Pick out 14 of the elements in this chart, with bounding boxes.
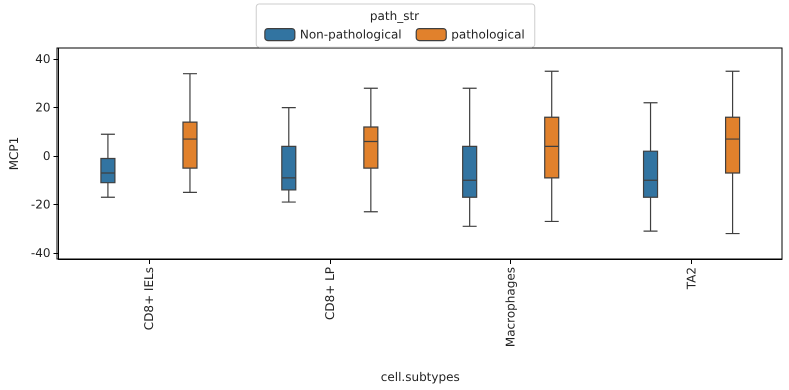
legend-title: path_str: [370, 9, 420, 23]
x-tick-label: TA2: [684, 267, 699, 290]
y-tick-label: -20: [30, 197, 50, 212]
y-tick-label: 0: [42, 149, 50, 164]
y-tick-label: 40: [35, 52, 50, 66]
legend-label: pathological: [451, 28, 525, 42]
y-axis-title: MCP1: [7, 136, 21, 170]
y-tick-label: -40: [30, 246, 50, 260]
x-tick-label: CD8+ IELs: [142, 267, 156, 330]
y-tick-label: 20: [35, 100, 50, 115]
x-tick-label: Macrophages: [504, 267, 518, 348]
x-tick-label: CD8+ LP: [322, 267, 337, 320]
legend-label: Non-pathological: [300, 28, 402, 42]
x-axis-title: cell.subtypes: [380, 370, 460, 384]
